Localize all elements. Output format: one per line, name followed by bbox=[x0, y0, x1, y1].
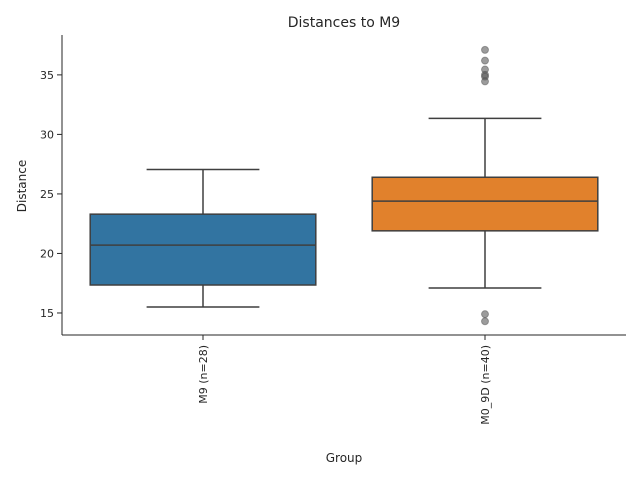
y-tick-label: 20 bbox=[40, 247, 54, 260]
box bbox=[89, 213, 317, 286]
outlier-point bbox=[481, 77, 489, 86]
outlier-point bbox=[481, 310, 489, 319]
outlier-point bbox=[481, 56, 489, 65]
box bbox=[371, 176, 599, 232]
y-tick-label: 25 bbox=[40, 188, 54, 201]
chart-title: Distances to M9 bbox=[288, 15, 400, 31]
x-axis-label: Group bbox=[326, 451, 363, 465]
x-tick-label: M9 (n=28) bbox=[197, 345, 210, 404]
outlier-point bbox=[481, 45, 489, 54]
y-tick-label: 30 bbox=[40, 128, 54, 141]
outlier-point bbox=[481, 317, 489, 326]
y-tick-label: 35 bbox=[40, 69, 54, 82]
y-axis-label: Distance bbox=[15, 160, 29, 212]
y-tick-label: 15 bbox=[40, 307, 54, 320]
x-tick-label: M0_9D (n=40) bbox=[479, 345, 492, 425]
